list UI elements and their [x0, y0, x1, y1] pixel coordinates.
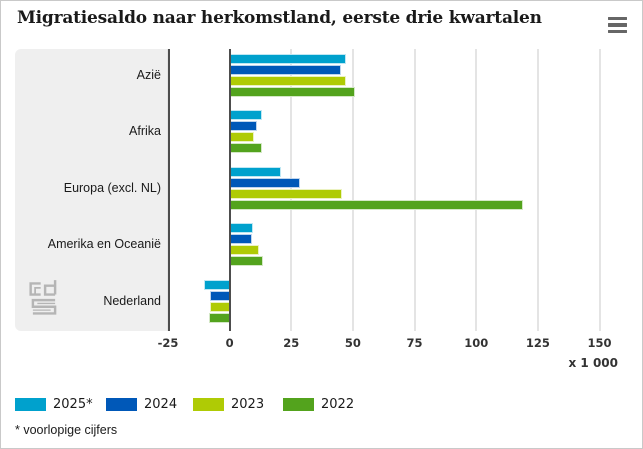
gridline-150 [598, 49, 601, 331]
tick-label-125: 125 [525, 336, 550, 350]
legend-item-2025[interactable]: 2025* [15, 397, 93, 412]
bar-2025-amerika-en-oceani-[interactable] [229, 223, 254, 234]
category-label-azi-: Azië [136, 68, 161, 82]
axis-unit-label: x 1 000 [568, 356, 619, 370]
hamburger-menu-icon[interactable] [608, 16, 630, 34]
legend-item-2023[interactable]: 2023 [193, 397, 264, 412]
tick-label-150: 150 [587, 336, 612, 350]
gridline-125 [536, 49, 539, 331]
category-label-nederland: Nederland [103, 293, 161, 308]
bar-2023-europa-excl-nl-[interactable] [229, 188, 342, 199]
bar-2025-nederland[interactable] [203, 279, 230, 290]
legend-swatch [106, 398, 137, 411]
legend-item-2022[interactable]: 2022 [283, 397, 354, 412]
hamburger-bar [608, 29, 627, 33]
legend-swatch [193, 398, 224, 411]
x-axis: -25 0 25 50 75 100 125 150 [158, 336, 618, 350]
bar-2024-amerika-en-oceani-[interactable] [229, 234, 252, 245]
tick-label-50: 50 [344, 336, 361, 350]
legend-label: 2025* [53, 397, 93, 412]
hamburger-bar [608, 17, 627, 21]
tick-label-0: 0 [225, 336, 234, 350]
bar-2022-amerika-en-oceani-[interactable] [229, 256, 263, 267]
legend-label: 2024 [144, 397, 178, 412]
chart-title: Migratiesaldo naar herkomstland, eerste … [17, 8, 542, 28]
footnote: * voorlopige cijfers [15, 423, 118, 437]
bar-2022-afrika[interactable] [229, 143, 262, 154]
hamburger-bar [608, 23, 627, 27]
gridline-75 [413, 49, 416, 331]
bar-2024-nederland[interactable] [209, 290, 230, 301]
tick-label-25: 25 [283, 336, 300, 350]
tick-label--25: -25 [157, 336, 179, 350]
tick-label-100: 100 [464, 336, 489, 350]
legend-swatch [283, 398, 314, 411]
bar-2025-azi-[interactable] [229, 54, 346, 64]
category-label-amerika-en-oceani-: Amerika en Oceanië [47, 237, 161, 252]
gridline-100 [475, 49, 478, 331]
category-panel: Azië Afrika Europa (excl. NL) Amerika en Oc… [15, 49, 168, 331]
legend-label: 2023 [231, 397, 265, 412]
plot-area [167, 49, 618, 331]
bar-2025-afrika[interactable] [229, 110, 262, 121]
bar-2023-afrika[interactable] [229, 132, 255, 143]
bar-2023-amerika-en-oceani-[interactable] [229, 245, 260, 256]
bar-2024-europa-excl-nl-[interactable] [229, 177, 300, 188]
bar-2024-azi-[interactable] [229, 65, 341, 75]
bar-2023-nederland[interactable] [209, 301, 230, 312]
gridline-50 [351, 49, 354, 331]
bar-2022-nederland[interactable] [208, 312, 230, 323]
category-label-europa-excl-nl-: Europa (excl. NL) [63, 180, 161, 195]
category-label-afrika: Afrika [129, 124, 161, 139]
bar-2022-azi-[interactable] [229, 87, 356, 97]
cbs-logo-icon [29, 280, 57, 315]
legend-label: 2022 [321, 397, 355, 412]
zero-line [228, 49, 231, 331]
bar-2025-europa-excl-nl-[interactable] [229, 166, 282, 177]
legend-item-2024[interactable]: 2024 [106, 397, 177, 412]
legend-swatch [15, 398, 46, 411]
legend: 2025* 2024 2023 2022 [1, 397, 642, 413]
y-axis-line [168, 49, 170, 331]
bar-2024-afrika[interactable] [229, 121, 257, 132]
bar-2023-azi-[interactable] [229, 76, 346, 86]
bar-2022-europa-excl-nl-[interactable] [229, 199, 524, 210]
tick-label-75: 75 [406, 336, 423, 350]
